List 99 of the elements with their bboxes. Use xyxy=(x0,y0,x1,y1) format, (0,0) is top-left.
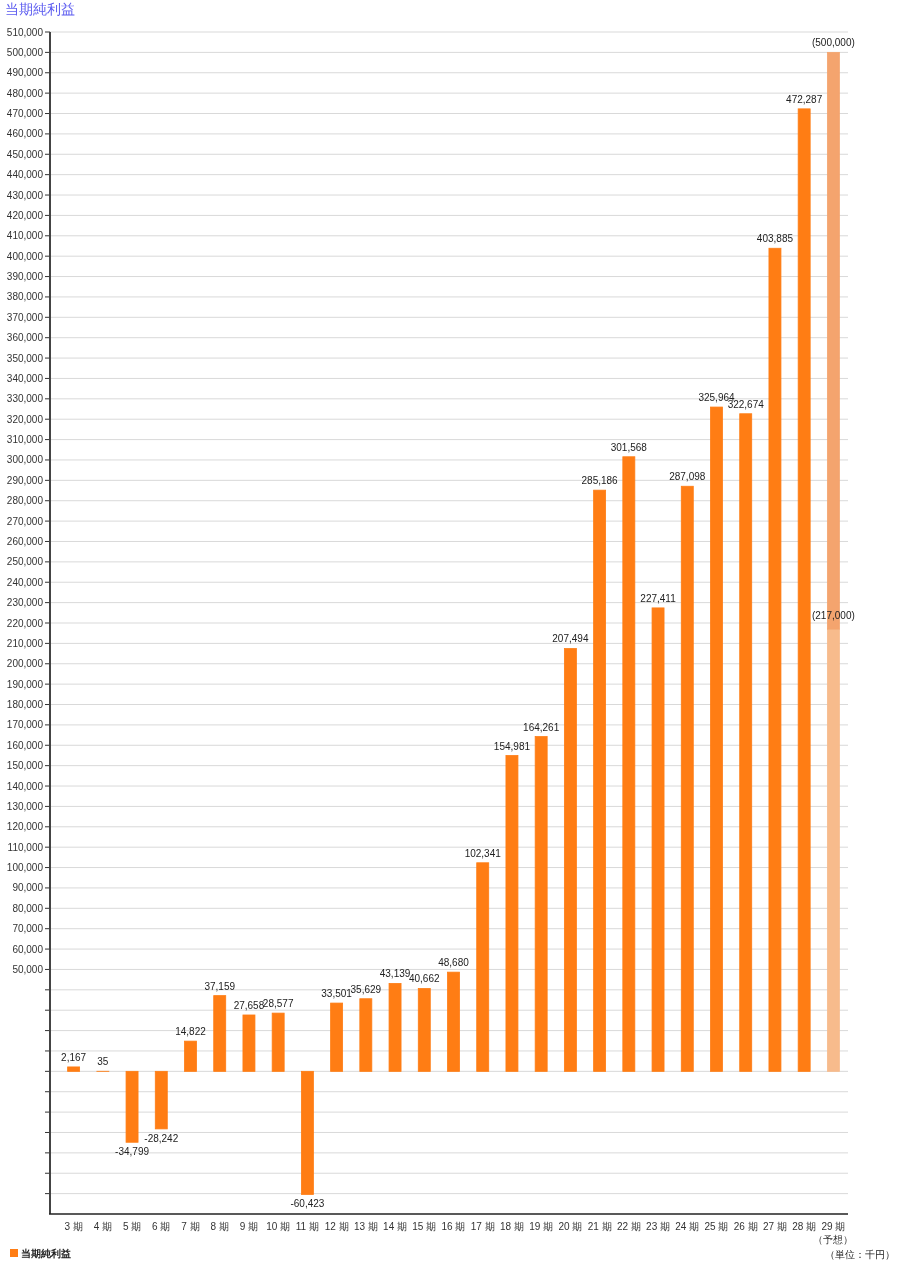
data-label: 48,680 xyxy=(438,957,469,969)
y-tick-label: 480,000 xyxy=(6,87,43,99)
data-label: 285,186 xyxy=(581,475,618,487)
y-tick-label: 230,000 xyxy=(6,597,43,609)
legend-label: 当期純利益 xyxy=(21,1248,71,1259)
y-tick-label: 490,000 xyxy=(6,67,43,79)
y-tick-label: 110,000 xyxy=(7,841,43,853)
y-tick-label: 120,000 xyxy=(6,821,43,833)
data-label: 301,568 xyxy=(610,441,647,453)
y-tick-label: 200,000 xyxy=(6,658,43,670)
x-tick-label: 27 期 xyxy=(763,1221,787,1232)
total-label: (500,000) xyxy=(812,37,855,49)
y-tick-label: 90,000 xyxy=(12,882,43,894)
x-tick-label: 7 期 xyxy=(181,1221,200,1232)
y-tick-label: 470,000 xyxy=(6,108,43,119)
x-tick-label: 3 期 xyxy=(64,1221,83,1232)
y-tick-label: 300,000 xyxy=(6,454,43,466)
x-tick-label: 23 期 xyxy=(646,1221,670,1232)
y-tick-label: 510,000 xyxy=(6,26,43,38)
data-label: 33,501 xyxy=(321,988,352,1000)
x-tick-label: 11 期 xyxy=(295,1221,319,1232)
y-tick-label: 190,000 xyxy=(6,678,43,690)
data-label: 164,261 xyxy=(523,721,560,733)
x-tick-label: 25 期 xyxy=(704,1221,729,1232)
y-tick-label: 270,000 xyxy=(6,515,43,527)
x-tick-label: 21 期 xyxy=(587,1221,612,1232)
y-tick-label: 360,000 xyxy=(6,332,43,344)
data-label: 207,494 xyxy=(552,633,589,645)
data-label: -34,799 xyxy=(115,1146,149,1158)
data-label: 154,981 xyxy=(493,740,530,752)
x-tick-label: 13 期 xyxy=(353,1221,378,1232)
y-tick-label: 340,000 xyxy=(6,372,43,384)
y-tick-label: 460,000 xyxy=(6,128,43,140)
data-label: 227,411 xyxy=(640,592,676,604)
data-label: 35 xyxy=(97,1056,109,1068)
y-tick-label: 390,000 xyxy=(6,271,43,283)
title: 当期純利益 xyxy=(5,1,75,17)
y-tick-label: 400,000 xyxy=(6,250,43,262)
y-tick-label: 250,000 xyxy=(6,556,43,568)
annotation: （単位：千円） xyxy=(825,1249,895,1260)
x-tick-label: 18 期 xyxy=(500,1221,524,1232)
data-label: 102,341 xyxy=(464,847,501,859)
data-label: 28,577 xyxy=(262,998,294,1010)
data-label: 14,822 xyxy=(175,1026,206,1038)
data-label: -28,242 xyxy=(144,1132,179,1144)
y-tick-label: 100,000 xyxy=(6,862,43,874)
y-tick-label: 170,000 xyxy=(6,719,43,731)
y-tick-label: 450,000 xyxy=(6,148,43,160)
x-tick-label: 4 期 xyxy=(93,1221,112,1232)
x-tick-label: 10 期 xyxy=(266,1221,291,1232)
x-tick-label: 6 期 xyxy=(152,1221,171,1232)
data-label: 35,629 xyxy=(350,983,382,995)
x-tick-label: 20 期 xyxy=(558,1221,583,1232)
x-tick-label: 26 期 xyxy=(733,1221,758,1232)
data-label: 472,287 xyxy=(786,93,823,105)
y-tick-label: 410,000 xyxy=(6,230,43,242)
data-label: 40,662 xyxy=(409,973,440,985)
y-tick-label: 440,000 xyxy=(6,169,43,181)
data-label: 2,167 xyxy=(61,1051,87,1063)
y-tick-label: 260,000 xyxy=(6,536,43,547)
x-tick-label: 16 期 xyxy=(441,1221,466,1232)
x-tick-label: 22 期 xyxy=(616,1221,641,1232)
y-tick-label: 240,000 xyxy=(6,576,43,588)
y-tick-label: 150,000 xyxy=(6,760,43,772)
x-tick-label: 24 期 xyxy=(675,1221,700,1232)
x-tick-label: 15 期 xyxy=(412,1221,437,1232)
x-tick-label: 9 期 xyxy=(239,1221,259,1232)
y-tick-label: 180,000 xyxy=(6,699,43,710)
x-tick-label: 5 期 xyxy=(122,1221,142,1232)
x-tick-label: 12 期 xyxy=(324,1221,349,1232)
x-tick-label: 8 期 xyxy=(210,1221,229,1232)
y-tick-label: 500,000 xyxy=(6,46,43,58)
data-label: 287,098 xyxy=(669,471,706,483)
data-label: 37,159 xyxy=(204,980,235,992)
y-tick-label: 210,000 xyxy=(6,637,43,649)
y-tick-label: 320,000 xyxy=(6,413,43,425)
y-tick-label: 310,000 xyxy=(6,434,43,446)
y-tick-label: 60,000 xyxy=(12,943,43,955)
data-label: 403,885 xyxy=(756,233,793,245)
y-tick-label: 50,000 xyxy=(12,963,43,975)
y-tick-label: 280,000 xyxy=(6,495,43,507)
x-tick-label: 28 期 xyxy=(792,1221,817,1232)
x-tick-label: 14 期 xyxy=(383,1221,407,1232)
y-tick-label: 380,000 xyxy=(6,291,43,303)
y-tick-label: 70,000 xyxy=(12,923,43,935)
x-tick-label: 19 期 xyxy=(529,1221,554,1232)
y-tick-label: 370,000 xyxy=(6,311,43,323)
y-tick-label: 80,000 xyxy=(12,902,43,914)
y-tick-label: 130,000 xyxy=(6,800,43,812)
y-tick-label: 220,000 xyxy=(6,617,43,629)
y-tick-label: 140,000 xyxy=(6,780,43,792)
data-label: -60,423 xyxy=(290,1198,325,1210)
y-tick-label: 290,000 xyxy=(6,474,43,486)
y-tick-label: 160,000 xyxy=(6,739,43,751)
y-tick-label: 430,000 xyxy=(6,189,43,201)
y-tick-label: 350,000 xyxy=(6,352,43,364)
y-tick-label: 420,000 xyxy=(6,209,43,221)
y-tick-label: 330,000 xyxy=(6,393,43,405)
x-tick-label: 17 期 xyxy=(470,1221,495,1232)
